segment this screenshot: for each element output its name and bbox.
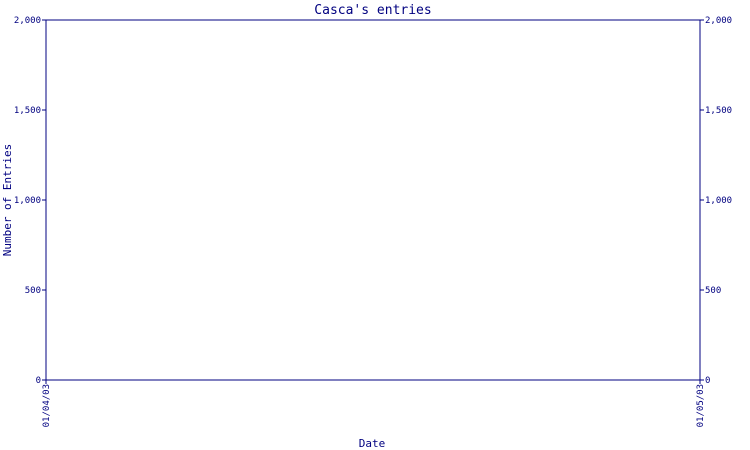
y-tick-label-right: 500: [705, 286, 721, 296]
plot-frame: [45, 19, 701, 381]
y-tick-label-left: 500: [25, 286, 41, 296]
x-axis-label: Date: [359, 437, 386, 450]
x-tick-label: 01/05/03: [696, 384, 706, 427]
y-tick-label-left: 2,000: [14, 16, 41, 26]
y-tick-label-right: 2,000: [705, 16, 732, 26]
x-tick-label: 01/04/03: [42, 384, 52, 427]
y-tick-label-right: 1,500: [705, 106, 732, 116]
y-tick-label-left: 0: [36, 376, 41, 386]
y-tick-label-right: 0: [705, 376, 710, 386]
y-tick-label-right: 1,000: [705, 196, 732, 206]
y-tick-label-left: 1,000: [14, 196, 41, 206]
y-tick-label-left: 1,500: [14, 106, 41, 116]
y-axis-label: Number of Entries: [1, 144, 14, 257]
chart-title: Casca's entries: [314, 3, 431, 18]
